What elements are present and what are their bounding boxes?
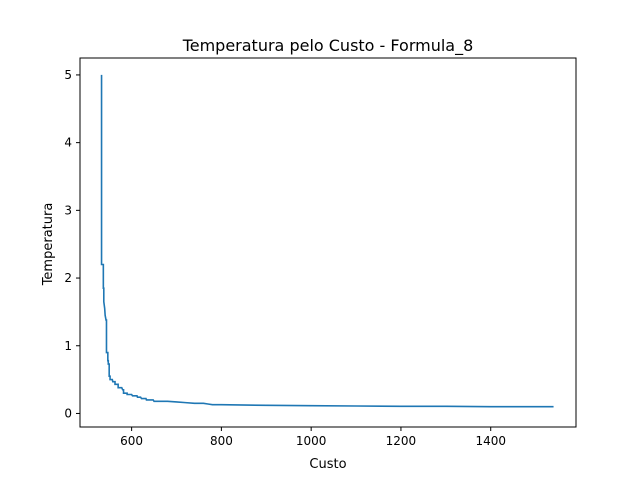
y-tick-label: 4 <box>64 136 72 150</box>
x-axis-label: Custo <box>309 457 346 472</box>
x-tick-label: 800 <box>210 434 233 448</box>
y-tick-label: 0 <box>64 406 72 420</box>
x-tick-label: 1200 <box>386 434 417 448</box>
chart-title: Temperatura pelo Custo - Formula_8 <box>182 36 474 56</box>
y-tick-label: 1 <box>64 339 72 353</box>
y-tick-label: 2 <box>64 271 72 285</box>
x-tick-label: 600 <box>120 434 143 448</box>
x-tick-label: 1000 <box>296 434 327 448</box>
y-axis-label: Temperatura <box>41 203 56 287</box>
x-tick-label: 1400 <box>475 434 506 448</box>
y-tick-label: 5 <box>64 68 72 82</box>
y-tick-label: 3 <box>64 203 72 217</box>
